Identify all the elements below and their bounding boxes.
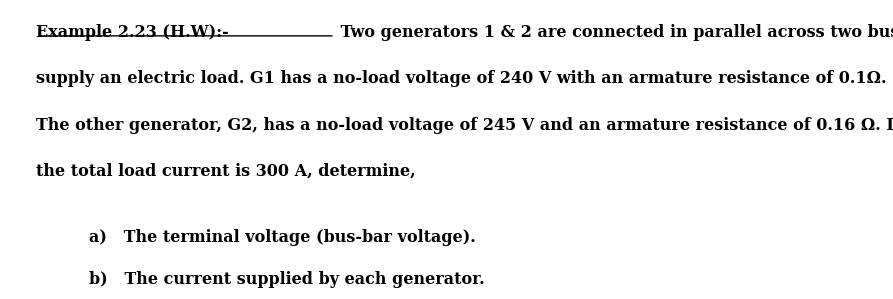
Text: supply an electric load. G1 has a no-load voltage of 240 V with an armature resi: supply an electric load. G1 has a no-loa… xyxy=(36,70,886,87)
Text: a)   The terminal voltage (bus-bar voltage).: a) The terminal voltage (bus-bar voltage… xyxy=(89,229,476,246)
Text: b)   The current supplied by each generator.: b) The current supplied by each generato… xyxy=(89,271,485,288)
Text: The other generator, G2, has a no-load voltage of 245 V and an armature resistan: The other generator, G2, has a no-load v… xyxy=(36,117,893,134)
Text: Example 2.23 (H.W):-: Example 2.23 (H.W):- xyxy=(36,24,229,41)
Text: the total load current is 300 A, determine,: the total load current is 300 A, determi… xyxy=(36,163,415,180)
Text: Two generators 1 & 2 are connected in parallel across two bus-bars to: Two generators 1 & 2 are connected in pa… xyxy=(335,24,893,41)
